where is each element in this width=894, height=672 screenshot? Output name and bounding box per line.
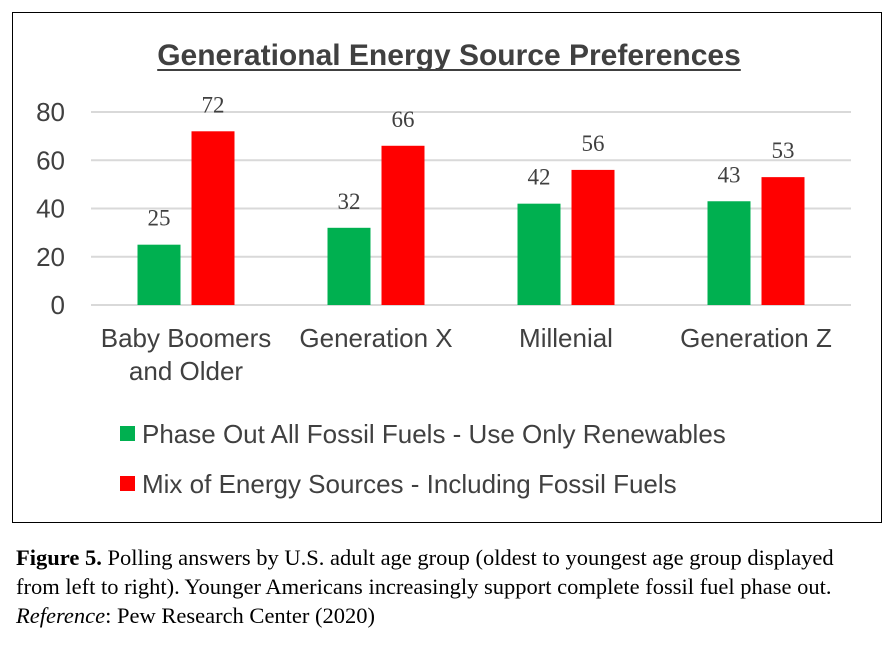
- figure-label: Figure 5.: [16, 545, 102, 570]
- bar: [327, 227, 371, 305]
- figure-caption: Figure 5. Polling answers by U.S. adult …: [16, 543, 876, 630]
- y-tick-label: 80: [36, 97, 65, 127]
- data-labels: 25 72 32 66 42 56 43 53: [148, 92, 795, 230]
- y-tick-label: 60: [36, 145, 65, 175]
- chart-title: Generational Energy Source Preferences: [157, 39, 741, 72]
- data-label: 25: [148, 206, 171, 231]
- legend-swatch: [120, 476, 135, 491]
- data-label: 66: [392, 107, 415, 132]
- y-tick-label: 40: [36, 194, 65, 224]
- x-tick-label: Millenial: [519, 323, 613, 353]
- x-tick-label: and Older: [129, 356, 244, 386]
- reference-label: Reference: [16, 603, 106, 628]
- legend-label: Mix of Energy Sources - Including Fossil…: [142, 469, 677, 499]
- legend: Phase Out All Fossil Fuels - Use Only Re…: [120, 419, 726, 499]
- y-tick-label: 20: [36, 242, 65, 272]
- y-tick-label: 0: [51, 290, 65, 320]
- legend-label: Phase Out All Fossil Fuels - Use Only Re…: [142, 419, 726, 449]
- data-label: 53: [772, 138, 795, 163]
- data-label: 32: [338, 189, 361, 214]
- x-tick-label: Generation Z: [680, 323, 832, 353]
- data-label: 43: [718, 162, 741, 187]
- bar: [191, 131, 235, 305]
- figure-text: Polling answers by U.S. adult age group …: [16, 545, 834, 599]
- legend-swatch: [120, 426, 135, 441]
- reference-text: : Pew Research Center (2020): [105, 603, 376, 628]
- chart-frame: Generational Energy Source Preferences 0…: [12, 12, 882, 523]
- data-label: 42: [528, 165, 551, 190]
- bar: [137, 244, 181, 305]
- x-tick-label: Baby Boomers: [101, 323, 272, 353]
- x-tick-label: Generation X: [299, 323, 452, 353]
- y-axis-ticks: 0 20 40 60 80: [36, 97, 65, 320]
- bar: [517, 203, 561, 305]
- bar: [571, 169, 615, 305]
- bar: [381, 145, 425, 305]
- bar-chart: Generational Energy Source Preferences 0…: [36, 39, 851, 499]
- data-label: 72: [202, 92, 225, 117]
- bar: [707, 201, 751, 305]
- bar: [761, 177, 805, 305]
- bars: [137, 131, 805, 305]
- data-label: 56: [582, 131, 605, 156]
